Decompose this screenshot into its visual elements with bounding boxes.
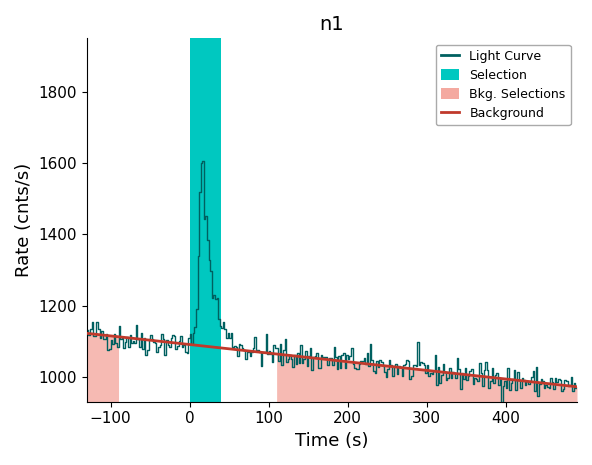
Legend: Light Curve, Selection, Bkg. Selections, Background: Light Curve, Selection, Bkg. Selections,… [436, 45, 571, 126]
X-axis label: Time (s): Time (s) [295, 432, 369, 450]
Y-axis label: Rate (cnts/s): Rate (cnts/s) [15, 163, 33, 277]
Title: n1: n1 [320, 15, 345, 34]
